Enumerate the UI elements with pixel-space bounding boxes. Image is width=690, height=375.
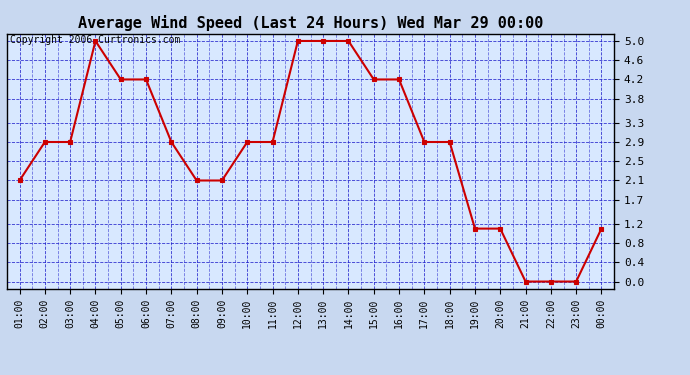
- Title: Average Wind Speed (Last 24 Hours) Wed Mar 29 00:00: Average Wind Speed (Last 24 Hours) Wed M…: [78, 15, 543, 31]
- Text: Copyright 2006 Curtronics.com: Copyright 2006 Curtronics.com: [10, 35, 180, 45]
